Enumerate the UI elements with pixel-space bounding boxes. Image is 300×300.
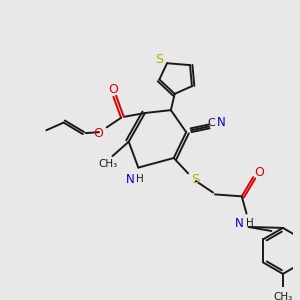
Text: N: N (217, 116, 226, 129)
Text: O: O (109, 82, 118, 96)
Text: H: H (245, 218, 253, 228)
Text: CH₃: CH₃ (98, 159, 117, 169)
Text: N: N (126, 172, 135, 186)
Text: S: S (155, 53, 164, 66)
Text: N: N (235, 217, 243, 230)
Text: CH₃: CH₃ (273, 292, 292, 300)
Text: O: O (93, 127, 103, 140)
Text: S: S (192, 172, 200, 186)
Text: O: O (254, 166, 264, 179)
Text: C: C (207, 118, 215, 128)
Text: H: H (136, 174, 144, 184)
